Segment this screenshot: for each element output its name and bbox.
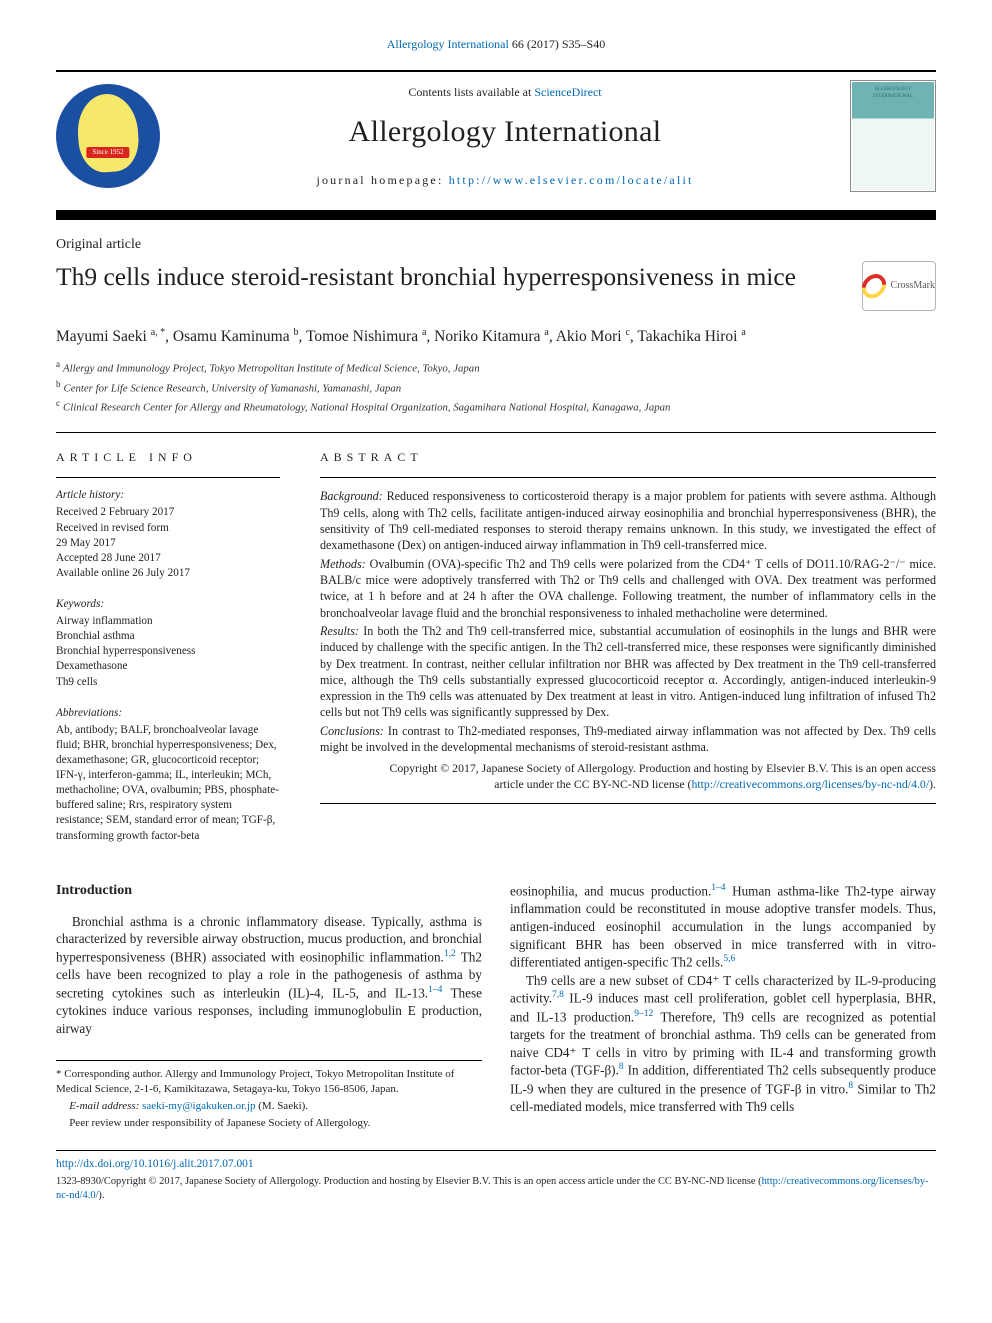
affiliation: bCenter for Life Science Research, Unive… — [56, 378, 936, 397]
abstract-section: Methods: Ovalbumin (OVA)-specific Th2 an… — [320, 556, 936, 621]
corresponding-author-box: * Corresponding author. Allergy and Immu… — [56, 1060, 482, 1130]
body-text: eosinophilia, and mucus production. — [510, 883, 711, 898]
abbreviations-text: Ab, antibody; BALF, bronchoalveolar lava… — [56, 723, 280, 844]
keywords-list: Airway inflammationBronchial asthmaBronc… — [56, 614, 280, 690]
keywords-label: Keywords: — [56, 597, 280, 612]
email-label: E-mail address: — [69, 1100, 139, 1112]
affiliations: aAllergy and Immunology Project, Tokyo M… — [56, 358, 936, 416]
history-line: Received in revised form — [56, 521, 280, 536]
keyword: Dexamethasone — [56, 659, 280, 674]
divider — [56, 1150, 936, 1151]
abstract-copyright: Copyright © 2017, Japanese Society of Al… — [320, 761, 936, 793]
citation-ref[interactable]: 1,2 — [444, 949, 456, 959]
history-lines: Received 2 February 2017Received in revi… — [56, 505, 280, 581]
keyword: Bronchial asthma — [56, 629, 280, 644]
journal-homepage-line: journal homepage: http://www.elsevier.co… — [160, 172, 850, 188]
history-label: Article history: — [56, 488, 280, 503]
citation-ref[interactable]: 1–4 — [428, 985, 442, 995]
contents-available-line: Contents lists available at ScienceDirec… — [160, 84, 850, 100]
jsa-logo-icon: Since 1952 — [56, 84, 160, 188]
introduction-heading: Introduction — [56, 882, 482, 901]
homepage-url-link[interactable]: http://www.elsevier.com/locate/alit — [449, 173, 694, 187]
jsa-since-badge: Since 1952 — [86, 147, 129, 158]
running-header-issue: 66 (2017) — [512, 37, 559, 51]
footer-copy-prefix: Copyright © 2017, Japanese Society of Al… — [104, 1176, 762, 1187]
running-header: Allergology International 66 (2017) S35–… — [56, 36, 936, 52]
history-line: Available online 26 July 2017 — [56, 566, 280, 581]
intro-paragraph-1: Bronchial asthma is a chronic inflammato… — [56, 913, 482, 1038]
running-header-pages: S35–S40 — [562, 37, 605, 51]
article-info-heading: ARTICLE INFO — [56, 449, 280, 465]
journal-title: Allergology International — [160, 112, 850, 153]
crossmark-label: CrossMark — [891, 279, 935, 293]
corr-email-who: (M. Saeki). — [258, 1100, 308, 1112]
article-title: Th9 cells induce steroid-resistant bronc… — [56, 261, 844, 292]
intro-paragraph-3: Th9 cells are a new subset of CD4⁺ T cel… — [510, 972, 936, 1116]
corr-star: * — [56, 1068, 62, 1080]
keyword: Th9 cells — [56, 675, 280, 690]
keyword: Bronchial hyperresponsiveness — [56, 644, 280, 659]
citation-ref[interactable]: 9–12 — [634, 1009, 653, 1019]
masthead: Since 1952 Contents lists available at S… — [56, 70, 936, 220]
history-line: Received 2 February 2017 — [56, 505, 280, 520]
affiliation: aAllergy and Immunology Project, Tokyo M… — [56, 358, 936, 377]
article-info-column: ARTICLE INFO Article history: Received 2… — [56, 433, 290, 859]
abstract-section: Background: Reduced responsiveness to co… — [320, 488, 936, 553]
divider — [320, 803, 936, 804]
article-type: Original article — [56, 236, 936, 255]
crossmark-badge[interactable]: CrossMark — [862, 261, 936, 311]
cover-caption-2: INTERNATIONAL — [851, 94, 935, 101]
peer-review-note: Peer review under responsibility of Japa… — [56, 1116, 482, 1131]
affiliation: cClinical Research Center for Allergy an… — [56, 397, 936, 416]
citation-ref[interactable]: 7,8 — [552, 990, 564, 1000]
cover-caption-1: ALLERGOLOGY — [851, 87, 935, 94]
crossmark-icon — [857, 269, 891, 303]
homepage-label: journal homepage: — [316, 173, 448, 187]
intro-paragraph-2: eosinophilia, and mucus production.1–4 H… — [510, 882, 936, 972]
history-line: Accepted 28 June 2017 — [56, 551, 280, 566]
abstract-section: Results: In both the Th2 and Th9 cell-tr… — [320, 623, 936, 721]
history-line: 29 May 2017 — [56, 536, 280, 551]
sciencedirect-link[interactable]: ScienceDirect — [534, 85, 601, 99]
abstract-column: ABSTRACT Background: Reduced responsiven… — [320, 433, 936, 859]
abstract-heading: ABSTRACT — [320, 449, 936, 465]
contents-prefix: Contents lists available at — [408, 85, 534, 99]
divider — [56, 477, 280, 478]
issn: 1323-8930/ — [56, 1176, 104, 1187]
corr-email-link[interactable]: saeki-my@igakuken.or.jp — [142, 1100, 255, 1112]
keyword: Airway inflammation — [56, 614, 280, 629]
copyright-line-1: Copyright © 2017, Japanese Society of Al… — [320, 761, 936, 777]
copyright-line-2: article under the CC BY-NC-ND license (h… — [320, 777, 936, 793]
citation-ref[interactable]: 5,6 — [723, 954, 735, 964]
footer-copy-suffix: ). — [98, 1190, 104, 1201]
copyright-suffix: ). — [929, 777, 936, 791]
doi-link[interactable]: http://dx.doi.org/10.1016/j.alit.2017.07… — [56, 1157, 936, 1172]
corr-address: Corresponding author. Allergy and Immuno… — [56, 1068, 454, 1095]
running-header-journal[interactable]: Allergology International — [387, 37, 509, 51]
abstract-section: Conclusions: In contrast to Th2-mediated… — [320, 723, 936, 756]
body-text: Bronchial asthma is a chronic inflammato… — [56, 914, 482, 965]
citation-ref[interactable]: 1–4 — [711, 883, 725, 893]
article-body: Introduction Bronchial asthma is a chron… — [56, 882, 936, 1131]
journal-cover-thumbnail: ALLERGOLOGY INTERNATIONAL — [850, 80, 936, 192]
author-list: Mayumi Saeki a, *, Osamu Kaminuma b, Tom… — [56, 325, 936, 348]
footer-copyright: 1323-8930/Copyright © 2017, Japanese Soc… — [56, 1175, 936, 1203]
abbreviations-label: Abbreviations: — [56, 706, 280, 721]
copyright-prefix: article under the CC BY-NC-ND license ( — [494, 777, 691, 791]
cc-license-link[interactable]: http://creativecommons.org/licenses/by-n… — [691, 777, 929, 791]
